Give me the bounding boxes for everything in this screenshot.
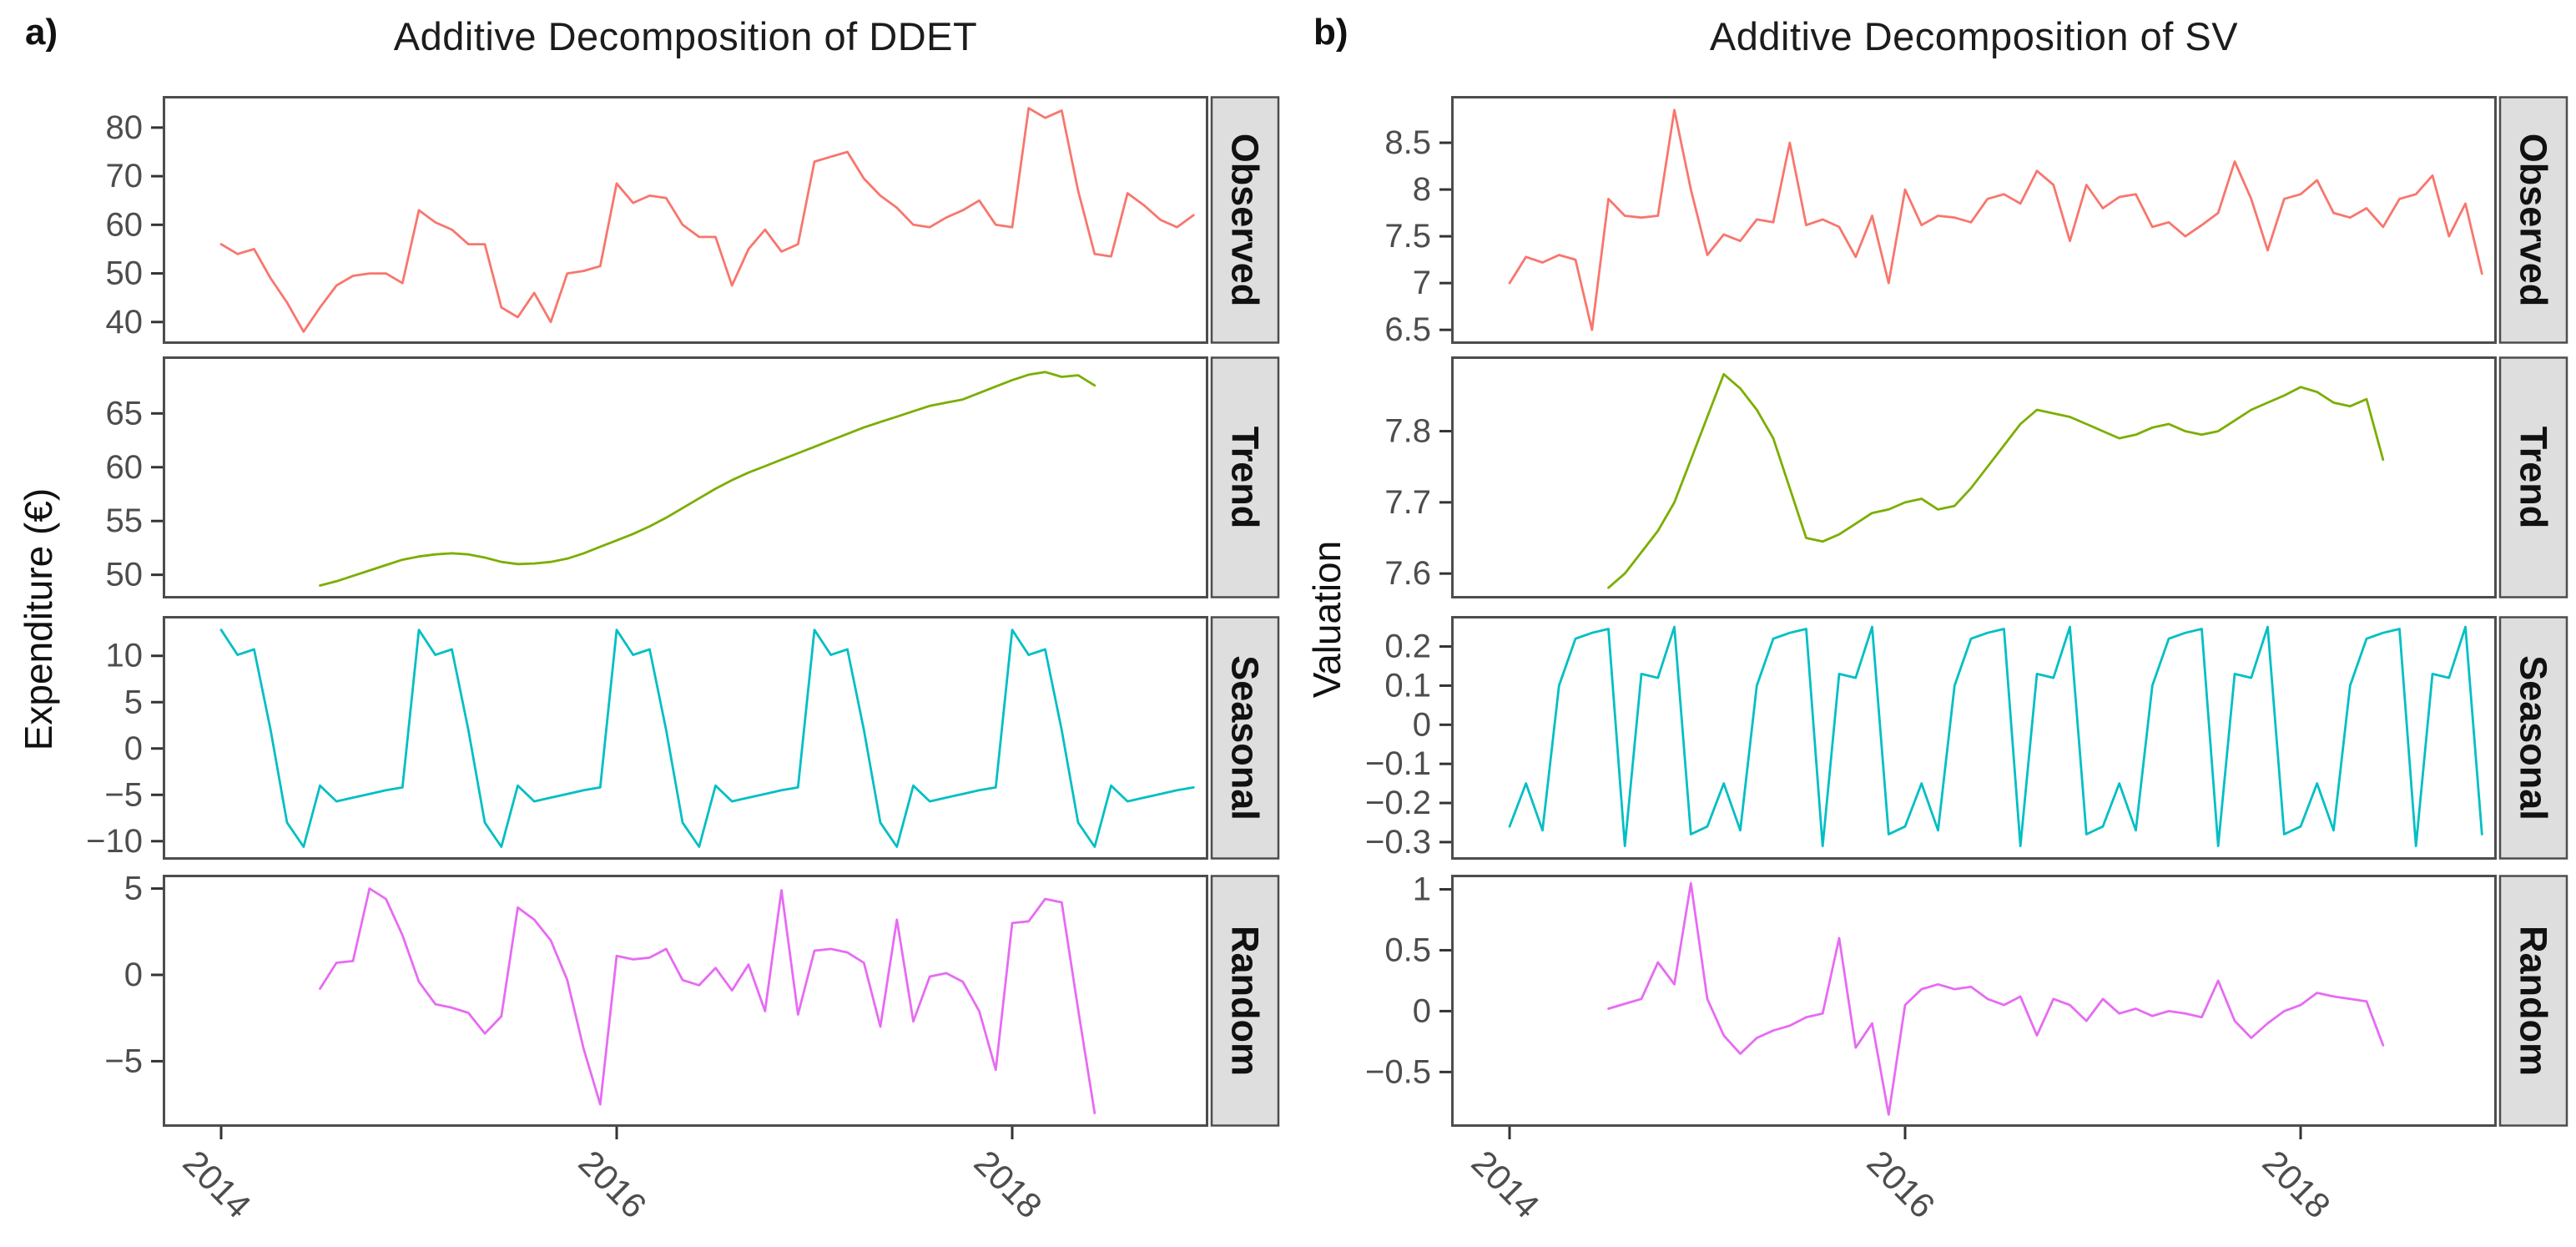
y-tick-label: −10: [86, 823, 143, 860]
x-tick-label: 2018: [967, 1143, 1050, 1225]
x-tick-label: 2018: [2256, 1143, 2338, 1225]
trend-line: [1607, 372, 2385, 589]
random-line: [1607, 881, 2385, 1116]
facet-strip-label: Random: [1224, 926, 1267, 1076]
figure-tag-b: b): [1313, 12, 1348, 53]
seasonal-line: [219, 629, 1195, 848]
seasonal-line: [1508, 625, 2483, 848]
y-tick-label: 0.1: [1384, 667, 1431, 704]
y-tick-label: 0.2: [1384, 629, 1431, 665]
y-tick-label: 6.5: [1384, 311, 1431, 348]
facet-strip: [2498, 616, 2568, 860]
y-tick-label: 8.5: [1384, 124, 1431, 161]
panel-seasonal-ddet: −10 −5 0 5 10 Seasonal: [86, 616, 1280, 860]
facet-strip-label: Seasonal: [2513, 655, 2555, 820]
y-tick-label: 65: [106, 395, 144, 432]
facet-strip-label: Trend: [2513, 427, 2555, 529]
y-tick-label: 7.8: [1384, 413, 1431, 450]
panel-seasonal-sv: −0.3−0.2−0.100.10.2 Seasonal: [1365, 616, 2568, 861]
y-tick-label: 1: [1413, 871, 1431, 908]
panel-border: [163, 96, 1208, 344]
figure-ddet: a) Additive Decomposition of DDET Expend…: [17, 12, 1280, 1225]
figure-title-sv: Additive Decomposition of SV: [1709, 14, 2239, 58]
x-axis: 2014 2016 2018: [176, 1127, 1050, 1225]
y-tick-label: 7.7: [1384, 484, 1431, 521]
panel-border: [1451, 616, 2497, 860]
y-tick-label: −0.3: [1365, 824, 1431, 861]
facet-strip: [1210, 875, 1280, 1127]
y-tick-label: 10: [106, 638, 144, 674]
x-tick-label: 2014: [176, 1143, 259, 1225]
random-line: [319, 887, 1096, 1114]
panels-sv: 6.5 7 7.5 8 8.5 Observed 7.6 7.7 7.8 Trend −0.3 −0.…: [1288, 0, 2576, 1247]
y-tick-label: 60: [106, 206, 144, 243]
trend-line: [319, 371, 1096, 587]
y-tick-label: 8: [1413, 171, 1431, 208]
panel-trend-sv: 7.6 7.7 7.8 Trend: [1384, 356, 2568, 598]
y-tick-label: 5: [124, 684, 143, 720]
y-tick-label: 0: [1413, 992, 1431, 1029]
observed-line: [1508, 109, 2483, 331]
panel-border: [163, 875, 1208, 1127]
panel-observed-sv: 6.5 7 7.5 8 8.5 Observed: [1384, 96, 2568, 348]
y-tick-label: 80: [106, 109, 144, 146]
y-tick-label: −5: [104, 776, 143, 813]
y-tick-label: −0.1: [1365, 745, 1431, 782]
y-tick-label: 50: [106, 255, 144, 292]
y-tick-label: 50: [106, 557, 144, 593]
facet-strip-label: Observed: [2513, 134, 2555, 307]
panel-border: [1451, 356, 2497, 598]
panel-random-sv: −0.5 0 0.5 1 Random: [1365, 871, 2568, 1127]
y-tick-label: 5: [124, 871, 143, 907]
y-tick-label: 0: [124, 957, 143, 993]
facet-strip: [2498, 356, 2568, 598]
y-tick-label: −0.2: [1365, 785, 1431, 821]
facet-strip: [2498, 875, 2568, 1127]
x-tick-label: 2014: [1464, 1143, 1547, 1225]
y-tick-label: 40: [106, 304, 144, 341]
facet-strip-label: Observed: [1224, 134, 1267, 307]
x-tick-label: 2016: [1860, 1143, 1943, 1225]
facet-strip-label: Trend: [1224, 427, 1267, 529]
facet-strip-label: Seasonal: [1224, 655, 1267, 820]
x-axis: 2014 2016 2018: [1464, 1127, 2338, 1225]
y-tick-label: 7.5: [1384, 218, 1431, 255]
y-tick-label: 7.6: [1384, 555, 1431, 592]
panel-border: [163, 356, 1208, 598]
observed-line: [219, 107, 1195, 333]
facet-strip: [1210, 96, 1280, 344]
y-tick-label: −5: [104, 1043, 143, 1079]
y-tick-label: −0.5: [1365, 1053, 1431, 1090]
y-tick-label: 0.5: [1384, 931, 1431, 968]
y-tick-label: 60: [106, 449, 144, 486]
facet-strip: [1210, 616, 1280, 860]
panel-random-ddet: −5 0 5 Random: [104, 871, 1280, 1127]
panel-border: [1451, 875, 2497, 1127]
y-tick-label: 55: [106, 502, 144, 539]
facet-strip-label: Random: [2513, 926, 2555, 1076]
x-tick-label: 2016: [572, 1143, 654, 1225]
y-tick-label: 70: [106, 158, 144, 194]
facet-strip: [2498, 96, 2568, 344]
y-tick-label: 7: [1413, 265, 1431, 301]
panels-ddet: 40 50 60 70 80 Observed 50 55 60 65 Trend −10 −5 0 5 10…: [86, 96, 1280, 1225]
figure-title-ddet: Additive Decomposition of DDET: [393, 14, 978, 58]
y-tick-label: 0: [124, 730, 143, 767]
panel-observed-ddet: 40 50 60 70 80 Observed: [106, 96, 1280, 344]
facet-strip: [1210, 356, 1280, 598]
panel-trend-ddet: 50 55 60 65 Trend: [106, 356, 1280, 598]
panel-border: [163, 616, 1208, 860]
figure-sv: b) Additive Decomposition of SV Valuatio…: [1288, 0, 2576, 1247]
y-tick-label: 0: [1413, 706, 1431, 743]
figure-tag-a: a): [25, 12, 58, 53]
